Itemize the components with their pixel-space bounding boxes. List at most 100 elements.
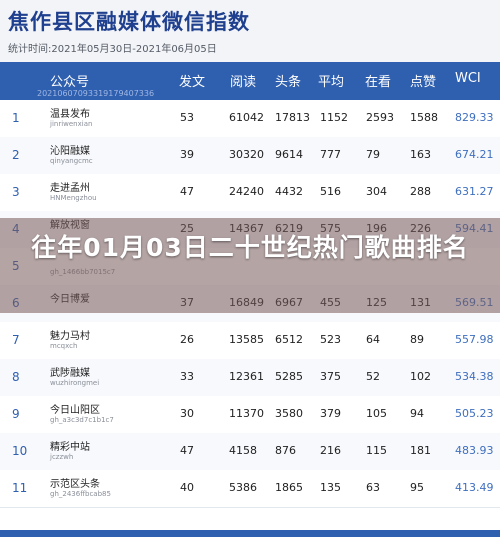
table-watermark: 20210607093319179407336 [37, 89, 155, 98]
account-id: jczzwh [50, 453, 74, 461]
avg-cell: 375 [320, 370, 341, 383]
wci-cell: 557.98 [455, 333, 494, 346]
avg-cell: 516 [320, 185, 341, 198]
rank-cell: 9 [12, 407, 20, 421]
headline-cell: 876 [275, 444, 296, 457]
wci-cell: 483.93 [455, 444, 494, 457]
column-header-reads: 阅读 [230, 75, 257, 90]
posts-cell: 47 [180, 444, 194, 457]
headline-cell: 3580 [275, 407, 303, 420]
reads-cell: 5386 [229, 481, 257, 494]
account-name: 精彩中站 [50, 442, 90, 453]
account-id: jinriwenxian [50, 120, 93, 128]
headline-cell: 4432 [275, 185, 303, 198]
watching-cell: 64 [366, 333, 380, 346]
rank-cell: 3 [12, 185, 20, 199]
watching-cell: 304 [366, 185, 387, 198]
column-header-headline: 头条 [275, 75, 302, 90]
avg-cell: 216 [320, 444, 341, 457]
rank-cell: 7 [12, 333, 20, 347]
rank-cell: 2 [12, 148, 20, 162]
table-row: 1 温县发布 jinriwenxian 53 61042 17813 1152 2593 158… [0, 100, 500, 138]
bottom-accent-bar [0, 530, 500, 537]
rank-cell: 11 [12, 481, 28, 495]
page-title: 焦作县区融媒体微信指数 [8, 10, 250, 34]
likes-cell: 94 [410, 407, 424, 420]
wci-cell: 413.49 [455, 481, 494, 494]
table-row: 10 精彩中站 jczzwh 47 4158 876 216 115 181 483.93 [0, 433, 500, 471]
account-id: gh_a3c3d7c1b1c7 [50, 416, 114, 424]
avg-cell: 523 [320, 333, 341, 346]
table-header: 公众号 发文 阅读 头条 平均 在看 点赞 WCI 20210607093319… [0, 62, 500, 100]
wci-cell: 534.38 [455, 370, 494, 383]
rank-cell: 10 [12, 444, 28, 458]
account-name: 魅力马村 [50, 331, 90, 342]
posts-cell: 33 [180, 370, 194, 383]
account-id: mcqxch [50, 342, 78, 350]
wci-cell: 631.27 [455, 185, 494, 198]
likes-cell: 95 [410, 481, 424, 494]
table-row: 3 走进孟州 HNMengzhou 47 24240 4432 516 304 288 631.2… [0, 174, 500, 212]
column-header-wci: WCI [455, 71, 481, 86]
account-name: 沁阳融媒 [50, 146, 90, 157]
account-id: qinyangcmc [50, 157, 93, 165]
column-header-average: 平均 [318, 75, 345, 90]
posts-cell: 40 [180, 481, 194, 494]
posts-cell: 47 [180, 185, 194, 198]
reads-cell: 61042 [229, 111, 264, 124]
account-name: 今日山阳区 [50, 405, 100, 416]
account-name: 走进孟州 [50, 183, 90, 194]
posts-cell: 53 [180, 111, 194, 124]
table-row: 9 今日山阳区 gh_a3c3d7c1b1c7 30 11370 3580 379 105 94… [0, 396, 500, 434]
watching-cell: 105 [366, 407, 387, 420]
column-header-account: 公众号 [50, 75, 90, 90]
reads-cell: 11370 [229, 407, 264, 420]
likes-cell: 181 [410, 444, 431, 457]
headline-cell: 17813 [275, 111, 310, 124]
article-title-banner: 往年01月03日二十世纪热门歌曲排名 [0, 218, 500, 313]
account-name: 示范区头条 [50, 479, 100, 490]
column-header-likes: 点赞 [410, 75, 437, 90]
avg-cell: 777 [320, 148, 341, 161]
headline-cell: 9614 [275, 148, 303, 161]
banner-title: 往年01月03日二十世纪热门歌曲排名 [31, 233, 469, 262]
account-id: HNMengzhou [50, 194, 97, 202]
wci-cell: 674.21 [455, 148, 494, 161]
headline-cell: 6512 [275, 333, 303, 346]
posts-cell: 39 [180, 148, 194, 161]
statistics-period: 统计时间:2021年05月30日-2021年06月05日 [8, 44, 217, 55]
reads-cell: 30320 [229, 148, 264, 161]
reads-cell: 24240 [229, 185, 264, 198]
rank-cell: 8 [12, 370, 20, 384]
likes-cell: 163 [410, 148, 431, 161]
likes-cell: 89 [410, 333, 424, 346]
reads-cell: 4158 [229, 444, 257, 457]
posts-cell: 30 [180, 407, 194, 420]
avg-cell: 379 [320, 407, 341, 420]
likes-cell: 1588 [410, 111, 438, 124]
table-row: 2 沁阳融媒 qinyangcmc 39 30320 9614 777 79 163 674.21 [0, 137, 500, 175]
wci-cell: 829.33 [455, 111, 494, 124]
headline-cell: 5285 [275, 370, 303, 383]
reads-cell: 12361 [229, 370, 264, 383]
watching-cell: 52 [366, 370, 380, 383]
headline-cell: 1865 [275, 481, 303, 494]
report-header: 焦作县区融媒体微信指数 统计时间:2021年05月30日-2021年06月05日 [0, 0, 500, 62]
table-row: 7 魅力马村 mcqxch 26 13585 6512 523 64 89 557.98 [0, 322, 500, 360]
column-header-watching: 在看 [365, 75, 392, 90]
likes-cell: 102 [410, 370, 431, 383]
watching-cell: 115 [366, 444, 387, 457]
account-name: 武陟融媒 [50, 368, 90, 379]
column-header-posts: 发文 [179, 75, 206, 90]
rank-cell: 1 [12, 111, 20, 125]
avg-cell: 1152 [320, 111, 348, 124]
account-id: gh_2436ffbcab85 [50, 490, 111, 498]
wci-cell: 505.23 [455, 407, 494, 420]
account-name: 温县发布 [50, 109, 90, 120]
table-row: 8 武陟融媒 wuzhirongmei 33 12361 5285 375 52 102 534.… [0, 359, 500, 397]
likes-cell: 288 [410, 185, 431, 198]
posts-cell: 26 [180, 333, 194, 346]
watching-cell: 63 [366, 481, 380, 494]
avg-cell: 135 [320, 481, 341, 494]
account-id: wuzhirongmei [50, 379, 100, 387]
